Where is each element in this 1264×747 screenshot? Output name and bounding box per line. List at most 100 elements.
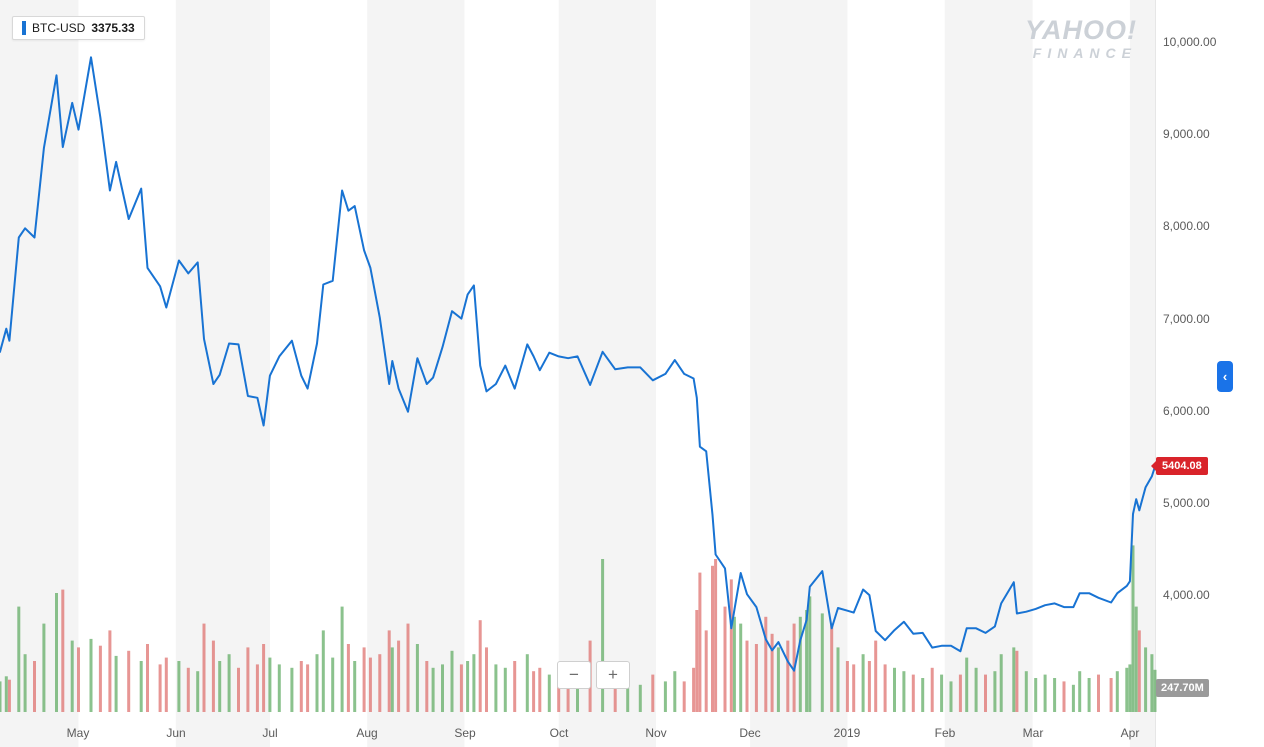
x-axis-label: Jun — [166, 726, 186, 740]
volume-bar — [397, 640, 401, 712]
volume-bar — [42, 623, 46, 712]
volume-bar — [186, 667, 190, 712]
volume-bar — [7, 679, 11, 712]
volume-bar — [1012, 647, 1016, 712]
zoom-controls: − + — [557, 661, 630, 689]
volume-bar — [984, 674, 987, 712]
volume-bar — [1053, 678, 1057, 712]
volume-bar — [1015, 650, 1019, 712]
y-axis-label: 4,000.00 — [1163, 588, 1210, 602]
volume-bar — [362, 647, 366, 712]
volume-bar — [431, 667, 435, 712]
volume-bar — [299, 661, 303, 712]
volume-bar — [921, 678, 925, 712]
volume-bar — [378, 654, 382, 712]
volume-bar — [525, 654, 529, 712]
volume-bar — [340, 606, 344, 712]
month-stripes — [0, 0, 1155, 747]
volume-bar — [237, 667, 240, 712]
volume-bar — [626, 681, 630, 712]
x-axis-label: Apr — [1120, 726, 1140, 740]
volume-bar — [861, 654, 865, 712]
volume-bar — [1034, 678, 1038, 712]
volume-bar — [1153, 669, 1157, 712]
volume-bar — [1125, 667, 1129, 712]
zoom-in-button[interactable]: + — [596, 661, 630, 689]
y-axis-label: 8,000.00 — [1163, 219, 1210, 233]
month-stripe — [0, 0, 79, 747]
x-axis-label: Nov — [645, 726, 667, 740]
volume-bar — [745, 640, 749, 712]
volume-bar — [70, 640, 74, 712]
volume-bar — [98, 645, 102, 712]
month-stripe — [558, 0, 656, 747]
volume-bar — [1071, 684, 1075, 712]
volume-bar — [836, 647, 840, 712]
x-axis-label: May — [66, 726, 90, 740]
volume-bar — [770, 633, 774, 712]
volume-bar — [601, 559, 605, 712]
volume-bar — [714, 559, 718, 712]
volume-bar — [820, 613, 824, 712]
volume-bar — [663, 681, 667, 712]
x-axis-label: Aug — [356, 726, 378, 740]
volume-bar — [566, 681, 570, 712]
month-stripe — [175, 0, 270, 747]
volume-bar — [874, 640, 878, 712]
collapse-panel-button[interactable]: ‹ — [1217, 361, 1233, 392]
volume-bar — [754, 644, 758, 712]
legend-badge: BTC-USD 3375.33 — [12, 16, 145, 40]
volume-bar — [472, 654, 476, 712]
volume-bar — [306, 664, 310, 712]
volume-bar — [114, 655, 118, 712]
volume-bar — [1062, 681, 1066, 712]
volume-bar — [1097, 674, 1100, 712]
volume-bar — [1087, 678, 1091, 712]
volume-bar — [993, 671, 997, 712]
volume-bar — [711, 565, 714, 712]
zoom-out-button[interactable]: − — [557, 661, 591, 689]
volume-bar — [23, 654, 27, 712]
volume-bar — [902, 671, 906, 712]
volume-bar — [415, 644, 419, 712]
volume-bar — [1131, 545, 1135, 712]
volume-bar — [805, 610, 809, 712]
volume-bar — [786, 640, 790, 712]
volume-bar — [353, 661, 357, 712]
legend-value: 3375.33 — [91, 21, 135, 35]
volume-bar — [739, 623, 743, 712]
volume-bar — [4, 676, 8, 712]
x-axis-label: 2019 — [833, 726, 861, 740]
volume-bar — [89, 638, 93, 712]
volume-bar — [17, 606, 21, 712]
volume-bar — [164, 657, 168, 712]
volume-bar — [33, 661, 36, 712]
volume-bar — [867, 661, 871, 712]
volume-bar — [218, 661, 222, 712]
yahoo-finance-watermark: YAHOO! FINANCE — [1005, 16, 1137, 62]
volume-bar — [262, 644, 266, 712]
y-axis-label: 9,000.00 — [1163, 127, 1210, 141]
volume-bar — [425, 661, 429, 712]
volume-bar — [1137, 630, 1141, 712]
volume-bar — [406, 623, 410, 712]
volume-bar — [450, 650, 454, 712]
volume-bar — [1150, 654, 1154, 712]
volume-bar — [196, 671, 200, 712]
volume-bar — [177, 661, 181, 712]
volume-bar — [202, 623, 206, 712]
volume-bar — [77, 647, 80, 712]
price-line — [0, 56, 1156, 672]
volume-bar — [798, 616, 802, 712]
volume-bar — [346, 644, 350, 712]
volume-bar — [290, 667, 294, 712]
volume-bar — [958, 674, 962, 712]
volume-bar — [466, 661, 470, 712]
month-stripe — [944, 0, 1033, 747]
volume-bar — [776, 647, 780, 712]
volume-bar — [255, 664, 259, 712]
volume-bar — [704, 630, 708, 712]
volume-bar — [277, 664, 281, 712]
x-axis-label: Sep — [454, 726, 476, 740]
